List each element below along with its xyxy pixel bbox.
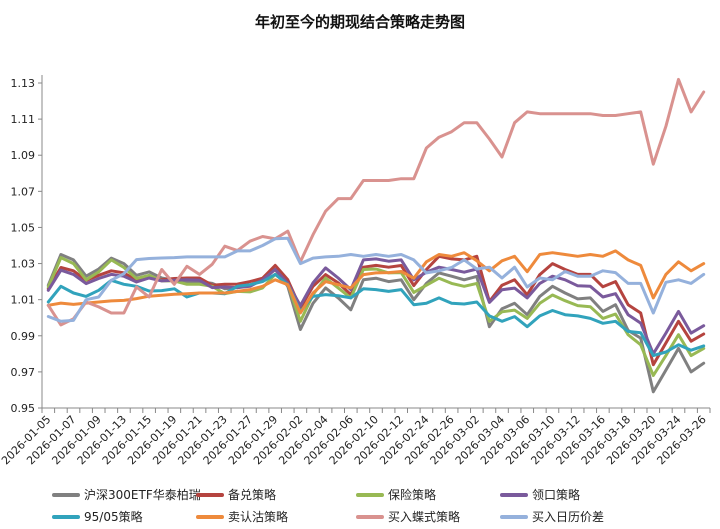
legend-swatch <box>196 514 224 519</box>
legend-label: 买入蝶式策略 <box>388 510 461 524</box>
legend-label: 卖认沽策略 <box>228 510 289 524</box>
legend-label: 领口策略 <box>532 488 581 502</box>
legend-item[interactable]: 买入日历价差 <box>500 508 604 525</box>
y-tick-label: 0.99 <box>11 330 36 343</box>
legend-item[interactable]: 卖认沽策略 <box>196 508 288 525</box>
legend-swatch <box>52 514 80 519</box>
legend-item[interactable]: 沪深300ETF华泰柏瑞 <box>52 486 201 503</box>
series-line-2 <box>46 256 706 377</box>
legend-item[interactable]: 备兑策略 <box>196 486 276 503</box>
series-line-6 <box>46 77 706 327</box>
legend-item[interactable]: 保险策略 <box>356 486 436 503</box>
y-tick-label: 0.97 <box>11 366 36 379</box>
legend-label: 95/05策略 <box>84 510 143 524</box>
legend-swatch <box>52 492 80 497</box>
legend-swatch <box>500 514 528 519</box>
series-line-4 <box>46 272 706 358</box>
legend-label: 保险策略 <box>388 488 437 502</box>
y-tick-label: 1.05 <box>11 221 36 234</box>
y-tick-label: 1.01 <box>11 294 36 307</box>
series-lines <box>46 77 706 394</box>
y-tick-label: 1.09 <box>11 149 36 162</box>
legend-swatch <box>196 492 224 497</box>
y-tick-label: 1.11 <box>11 113 36 126</box>
legend-label: 沪深300ETF华泰柏瑞 <box>84 488 201 502</box>
legend-item[interactable]: 买入蝶式策略 <box>356 508 460 525</box>
legend-swatch <box>500 492 528 497</box>
chart-title: 年初至今的期现结合策略走势图 <box>255 13 465 31</box>
series-line-7 <box>46 236 706 323</box>
legend-item[interactable]: 95/05策略 <box>52 508 143 525</box>
y-tick-label: 1.13 <box>11 77 36 90</box>
legend-swatch <box>356 514 384 519</box>
legend-item[interactable]: 领口策略 <box>500 486 580 503</box>
legend-swatch <box>356 492 384 497</box>
series-line-5 <box>46 249 706 315</box>
legend-label: 买入日历价差 <box>532 510 605 524</box>
y-tick-label: 1.07 <box>11 185 36 198</box>
y-tick-label: 1.03 <box>11 258 36 271</box>
legend-label: 备兑策略 <box>228 488 277 502</box>
y-tick-label: 0.95 <box>11 402 36 415</box>
